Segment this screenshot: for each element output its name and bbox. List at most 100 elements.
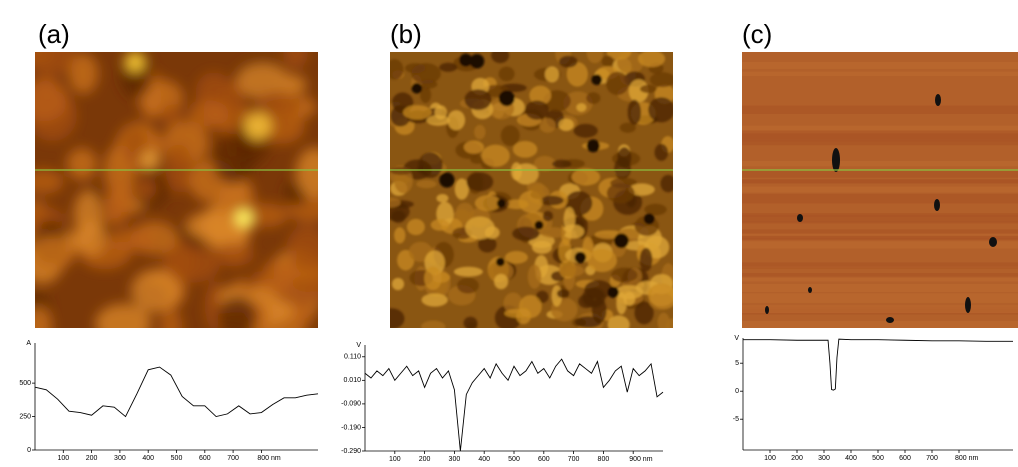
cell — [464, 89, 492, 111]
stripe — [742, 179, 1018, 184]
grain — [131, 269, 180, 313]
grain — [165, 143, 193, 193]
cell — [634, 301, 654, 325]
cell — [574, 316, 602, 328]
grain — [261, 259, 294, 294]
cell — [498, 66, 515, 82]
cell — [474, 124, 486, 140]
grain — [35, 52, 75, 77]
grain — [132, 177, 157, 200]
pit — [591, 74, 603, 86]
texture — [390, 52, 673, 328]
cell — [606, 52, 632, 60]
stripe — [742, 273, 1018, 278]
cell — [463, 316, 478, 328]
x-tick-label: 400 — [142, 455, 154, 462]
x-tick-label: 300 — [818, 455, 830, 462]
x-tick-label: 400 — [845, 455, 857, 462]
grain — [35, 77, 68, 122]
cell — [605, 71, 629, 96]
cell — [619, 122, 636, 133]
cell — [648, 97, 673, 123]
cell — [463, 140, 485, 154]
pit — [613, 233, 629, 249]
cell — [466, 172, 494, 192]
cell — [561, 224, 585, 239]
stripe — [742, 213, 1018, 218]
x-tick-label: 700 — [926, 455, 938, 462]
y-tick-label: 500 — [19, 380, 31, 387]
cell — [566, 61, 588, 87]
stripe — [742, 186, 1018, 193]
cell — [453, 266, 483, 277]
grain — [66, 148, 97, 180]
pit — [498, 90, 515, 107]
stripe — [742, 283, 1018, 293]
cell — [390, 166, 413, 175]
pit — [411, 83, 423, 94]
cell — [525, 100, 549, 120]
grain — [213, 242, 255, 267]
profile-line — [743, 338, 1013, 391]
bright-spot — [235, 209, 253, 227]
cell — [628, 183, 655, 196]
cell — [430, 219, 450, 231]
cell — [406, 218, 425, 236]
grain — [188, 100, 230, 129]
x-tick-label: 500 — [508, 456, 520, 462]
cell — [542, 210, 553, 222]
cell — [559, 55, 578, 68]
stripe — [742, 169, 1018, 178]
x-tick-label: 600 — [199, 455, 211, 462]
stripe — [742, 240, 1018, 249]
grain — [185, 211, 236, 240]
cell — [402, 105, 432, 120]
y-tick-label: -0.290 — [341, 448, 361, 455]
x-tick-label: 100 — [764, 455, 776, 462]
stripe — [742, 105, 1018, 114]
cell — [494, 273, 509, 290]
cell — [426, 115, 450, 126]
cell — [421, 320, 446, 328]
grain — [104, 228, 157, 253]
stripe — [742, 293, 1018, 303]
stripe — [742, 320, 1018, 328]
cell — [552, 159, 572, 168]
y-tick-label: 0.010 — [343, 377, 361, 384]
grain — [68, 53, 99, 94]
cell — [390, 59, 404, 80]
cell — [504, 308, 531, 318]
x-tick-label: 600 — [899, 455, 911, 462]
cell — [584, 280, 613, 299]
x-tick-label: 600 — [538, 456, 550, 462]
bright-spot — [244, 112, 272, 140]
y-unit-label: V — [734, 335, 739, 342]
dark-spot — [797, 214, 803, 222]
panel-title: (a) — [38, 19, 70, 49]
cell — [611, 267, 638, 283]
x-tick-label: 200 — [86, 455, 98, 462]
cell — [500, 125, 520, 146]
cell — [544, 66, 560, 83]
cell — [513, 163, 539, 185]
stripe — [742, 305, 1018, 314]
pit — [643, 213, 655, 225]
stripe — [742, 139, 1018, 146]
panel-title: (b) — [390, 19, 422, 49]
cell — [447, 110, 466, 131]
cell — [627, 99, 642, 125]
x-tick-label: 800 nm — [955, 455, 979, 462]
cell — [487, 261, 514, 282]
afm-image-b — [390, 52, 673, 328]
grain — [159, 309, 183, 328]
stripe — [742, 237, 1018, 242]
dark-spot — [808, 287, 812, 293]
grain — [217, 296, 258, 328]
cell — [457, 277, 479, 294]
afm-image-a — [35, 52, 318, 328]
grain — [254, 92, 301, 117]
cell — [639, 84, 657, 94]
cell — [436, 194, 449, 203]
cell — [657, 312, 670, 328]
cell — [418, 152, 443, 178]
